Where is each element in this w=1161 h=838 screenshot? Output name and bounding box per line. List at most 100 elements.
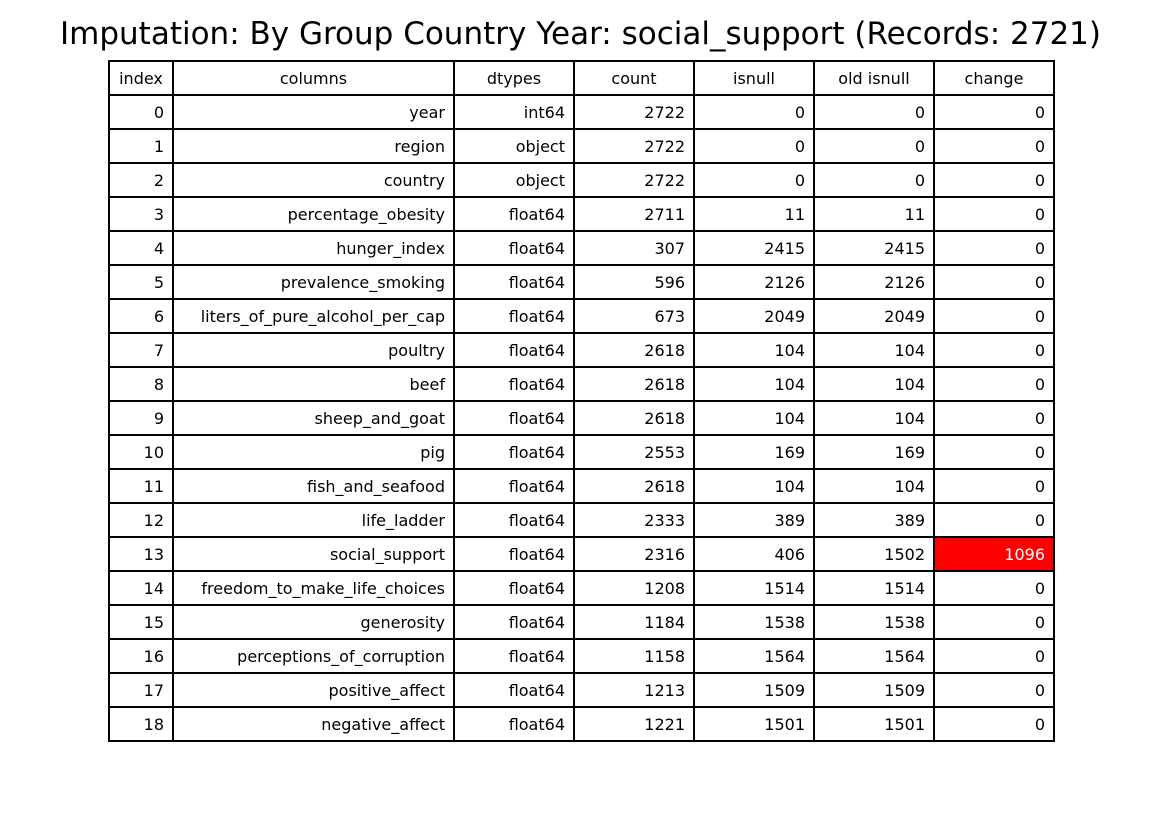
table-row: 18 negative_affect float64 1221 1501 1501 0 — [108, 706, 1055, 742]
cell-old-isnull: 1564 — [813, 638, 935, 674]
cell-columns: percentage_obesity — [172, 196, 455, 232]
cell-count: 2618 — [573, 366, 695, 402]
cell-count: 2618 — [573, 332, 695, 368]
table-row: 6 liters_of_pure_alcohol_per_cap float64 67… — [108, 298, 1055, 334]
cell-change: 0 — [933, 230, 1055, 266]
cell-change: 0 — [933, 502, 1055, 538]
cell-change: 0 — [933, 638, 1055, 674]
table-row: 14 freedom_to_make_life_choices float64 120… — [108, 570, 1055, 606]
cell-index: 2 — [108, 162, 174, 198]
cell-columns: positive_affect — [172, 672, 455, 708]
cell-old-isnull: 2126 — [813, 264, 935, 300]
cell-columns: sheep_and_goat — [172, 400, 455, 436]
cell-index: 11 — [108, 468, 174, 504]
cell-isnull: 406 — [693, 536, 815, 572]
cell-columns: life_ladder — [172, 502, 455, 538]
cell-count: 307 — [573, 230, 695, 266]
table-body: 0 year int64 2722 0 0 0 1 region object 2722 0 0 0 2 co… — [108, 94, 1055, 742]
cell-count: 673 — [573, 298, 695, 334]
cell-old-isnull: 104 — [813, 332, 935, 368]
cell-index: 14 — [108, 570, 174, 606]
cell-dtypes: float64 — [453, 264, 575, 300]
table-row: 0 year int64 2722 0 0 0 — [108, 94, 1055, 130]
cell-change: 0 — [933, 264, 1055, 300]
cell-count: 2722 — [573, 94, 695, 130]
cell-index: 5 — [108, 264, 174, 300]
cell-change: 0 — [933, 366, 1055, 402]
cell-isnull: 1564 — [693, 638, 815, 674]
cell-old-isnull: 0 — [813, 128, 935, 164]
cell-count: 1158 — [573, 638, 695, 674]
data-table: index columns dtypes count isnull old isnull c… — [108, 60, 1055, 742]
cell-isnull: 104 — [693, 366, 815, 402]
cell-columns: perceptions_of_corruption — [172, 638, 455, 674]
cell-dtypes: object — [453, 162, 575, 198]
cell-dtypes: float64 — [453, 298, 575, 334]
cell-isnull: 0 — [693, 128, 815, 164]
cell-change: 0 — [933, 672, 1055, 708]
cell-old-isnull: 1514 — [813, 570, 935, 606]
cell-isnull: 1514 — [693, 570, 815, 606]
cell-count: 2711 — [573, 196, 695, 232]
cell-columns: fish_and_seafood — [172, 468, 455, 504]
cell-count: 1208 — [573, 570, 695, 606]
cell-old-isnull: 1538 — [813, 604, 935, 640]
cell-old-isnull: 389 — [813, 502, 935, 538]
cell-old-isnull: 2049 — [813, 298, 935, 334]
cell-index: 4 — [108, 230, 174, 266]
cell-count: 2553 — [573, 434, 695, 470]
cell-isnull: 169 — [693, 434, 815, 470]
cell-isnull: 1538 — [693, 604, 815, 640]
cell-change: 0 — [933, 298, 1055, 334]
cell-old-isnull: 104 — [813, 366, 935, 402]
cell-change: 0 — [933, 196, 1055, 232]
cell-isnull: 11 — [693, 196, 815, 232]
cell-index: 3 — [108, 196, 174, 232]
cell-index: 17 — [108, 672, 174, 708]
table-row: 13 social_support float64 2316 406 1502 1096 — [108, 536, 1055, 572]
cell-isnull: 2415 — [693, 230, 815, 266]
table-row: 2 country object 2722 0 0 0 — [108, 162, 1055, 198]
header-dtypes: dtypes — [453, 60, 575, 96]
cell-index: 1 — [108, 128, 174, 164]
cell-old-isnull: 11 — [813, 196, 935, 232]
cell-old-isnull: 1501 — [813, 706, 935, 742]
table-row: 4 hunger_index float64 307 2415 2415 0 — [108, 230, 1055, 266]
table-row: 16 perceptions_of_corruption float64 1158 15… — [108, 638, 1055, 674]
cell-dtypes: float64 — [453, 468, 575, 504]
cell-count: 1184 — [573, 604, 695, 640]
cell-dtypes: float64 — [453, 604, 575, 640]
cell-change: 0 — [933, 332, 1055, 368]
cell-columns: region — [172, 128, 455, 164]
table-row: 12 life_ladder float64 2333 389 389 0 — [108, 502, 1055, 538]
cell-isnull: 104 — [693, 332, 815, 368]
table-row: 1 region object 2722 0 0 0 — [108, 128, 1055, 164]
cell-count: 2333 — [573, 502, 695, 538]
cell-columns: negative_affect — [172, 706, 455, 742]
cell-isnull: 0 — [693, 94, 815, 130]
table-title: Imputation: By Group Country Year: socia… — [60, 16, 1101, 52]
header-change: change — [933, 60, 1055, 96]
cell-index: 7 — [108, 332, 174, 368]
cell-index: 13 — [108, 536, 174, 572]
table-row: 5 prevalence_smoking float64 596 2126 2126 0 — [108, 264, 1055, 300]
cell-isnull: 389 — [693, 502, 815, 538]
cell-count: 2722 — [573, 128, 695, 164]
cell-old-isnull: 0 — [813, 162, 935, 198]
cell-dtypes: float64 — [453, 196, 575, 232]
cell-columns: pig — [172, 434, 455, 470]
cell-old-isnull: 169 — [813, 434, 935, 470]
cell-dtypes: float64 — [453, 570, 575, 606]
header-isnull: isnull — [693, 60, 815, 96]
cell-dtypes: float64 — [453, 230, 575, 266]
cell-isnull: 2049 — [693, 298, 815, 334]
cell-change: 0 — [933, 468, 1055, 504]
cell-change: 0 — [933, 162, 1055, 198]
cell-columns: generosity — [172, 604, 455, 640]
table-row: 3 percentage_obesity float64 2711 11 11 0 — [108, 196, 1055, 232]
cell-old-isnull: 1502 — [813, 536, 935, 572]
header-old-isnull: old isnull — [813, 60, 935, 96]
cell-count: 2722 — [573, 162, 695, 198]
cell-dtypes: float64 — [453, 400, 575, 436]
cell-columns: beef — [172, 366, 455, 402]
